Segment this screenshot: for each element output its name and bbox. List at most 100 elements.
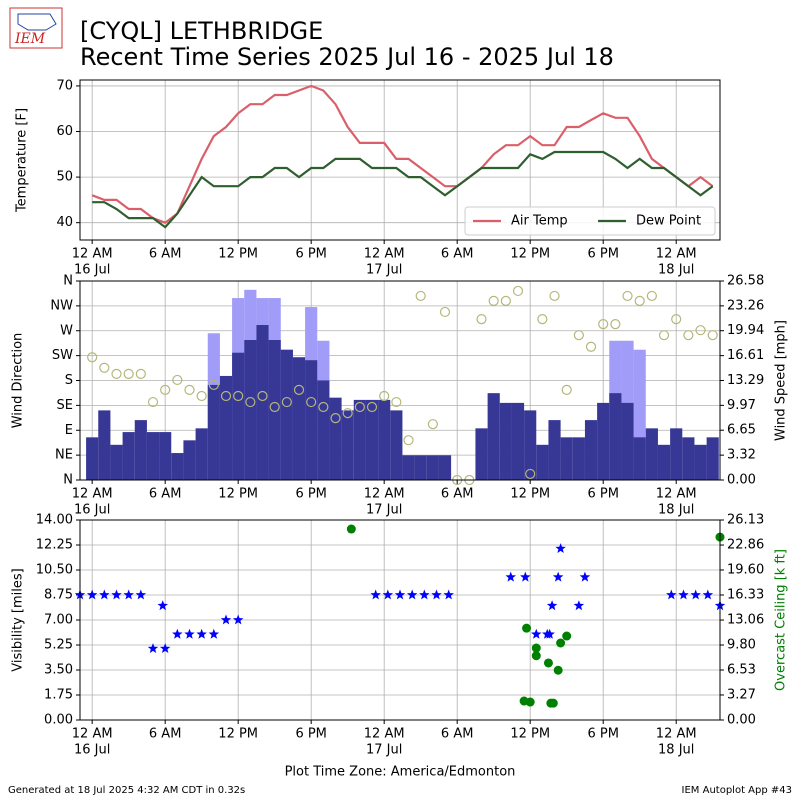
x-tick-label: 6 PM (587, 487, 618, 502)
point (147, 643, 159, 653)
bar (438, 455, 452, 480)
point (406, 589, 418, 600)
point (111, 589, 122, 600)
y2-tick-label: 9.80 (727, 637, 756, 652)
point (431, 589, 442, 600)
logo-frame (9, 7, 63, 49)
x-tick-label: 6 PM (295, 247, 326, 262)
x-tick-label: 12 AM (72, 487, 113, 502)
plot-frame (79, 280, 721, 481)
point (208, 628, 220, 639)
point (135, 368, 146, 379)
point (354, 401, 365, 413)
bar (183, 440, 196, 480)
y-tick-label: N (63, 473, 73, 488)
y-tick-label: SW (52, 348, 73, 363)
point (403, 435, 414, 446)
point (610, 319, 621, 330)
point (488, 295, 499, 306)
point (232, 614, 244, 625)
point (379, 390, 390, 402)
point (585, 341, 597, 352)
y-tick-label: 0.00 (44, 713, 73, 728)
point (245, 396, 256, 408)
y-tick-label: 5.25 (44, 638, 73, 653)
point (525, 468, 536, 480)
point (123, 368, 134, 379)
logo-text: IEM (14, 31, 46, 47)
y2-tick-label: 13.29 (727, 373, 764, 388)
x-tick-label: 12 AM (364, 487, 405, 502)
bar (98, 410, 111, 480)
legend-label: Dew Point (636, 214, 701, 229)
bar (146, 432, 160, 480)
y2-tick-label: 23.26 (727, 298, 764, 313)
y2-tick-label: 19.60 (727, 562, 764, 577)
point (135, 589, 147, 600)
point (678, 589, 689, 600)
x-tick-label: 6 AM (149, 487, 182, 502)
point (439, 306, 451, 318)
bar (305, 360, 318, 480)
bar (317, 380, 330, 480)
point (671, 314, 682, 325)
bar (524, 410, 537, 480)
bar (171, 453, 184, 480)
x-tick-label: 12 PM (510, 727, 550, 742)
x-tick-label: 12 PM (510, 487, 550, 502)
bar (548, 420, 561, 480)
point (269, 401, 280, 413)
x-tick-date: 18 Jul (658, 503, 694, 518)
x-tick-label: 6 PM (587, 247, 618, 262)
bar (536, 444, 549, 480)
y2-tick-label: 19.94 (727, 323, 764, 338)
y-tick-label: 1.75 (44, 688, 73, 703)
point (391, 396, 402, 408)
bar (86, 437, 99, 480)
x-tick-label: 6 AM (441, 487, 474, 502)
x-tick-label: 6 AM (149, 247, 182, 262)
point (157, 600, 168, 611)
bar (195, 428, 208, 480)
point (196, 390, 207, 402)
point (233, 390, 244, 402)
footer-left: Generated at 18 Jul 2025 4:32 AM CDT in … (8, 785, 245, 796)
point (707, 330, 718, 341)
y-tick-label: SE (57, 398, 73, 413)
bar (292, 357, 306, 480)
bar (232, 352, 245, 480)
point (147, 396, 159, 408)
y2-tick-label: 6.65 (727, 423, 756, 438)
bar (426, 455, 439, 480)
subtitle: Recent Time Series 2025 Jul 16 - 2025 Ju… (80, 43, 614, 71)
x-tick-label: 12 AM (364, 727, 405, 742)
bar (353, 399, 366, 480)
y-tick-label: W (60, 323, 73, 338)
point (99, 589, 110, 600)
point (415, 290, 426, 302)
y-tick-label: 60 (56, 124, 73, 139)
point (99, 362, 110, 373)
x-tick-label: 12 AM (656, 247, 697, 262)
point (208, 379, 219, 391)
y-tick-label: NE (55, 448, 73, 463)
bar (645, 428, 658, 480)
point (555, 543, 566, 553)
bar (584, 420, 598, 480)
x-tick-label: 12 AM (72, 247, 113, 262)
point (293, 384, 305, 395)
point (622, 290, 633, 302)
y-axis-label: Temperature [F] (15, 108, 30, 213)
point (634, 295, 645, 306)
point (257, 390, 268, 402)
x-tick-date: 16 Jul (74, 503, 110, 518)
bar (597, 402, 610, 480)
y2-tick-label: 16.61 (727, 348, 764, 363)
line (91, 84, 714, 224)
point (86, 589, 98, 600)
footer-right: IEM Autoplot App #43 (682, 785, 792, 796)
point (159, 643, 171, 653)
plot-frame (79, 79, 721, 241)
bar (219, 375, 233, 480)
point (658, 330, 670, 341)
